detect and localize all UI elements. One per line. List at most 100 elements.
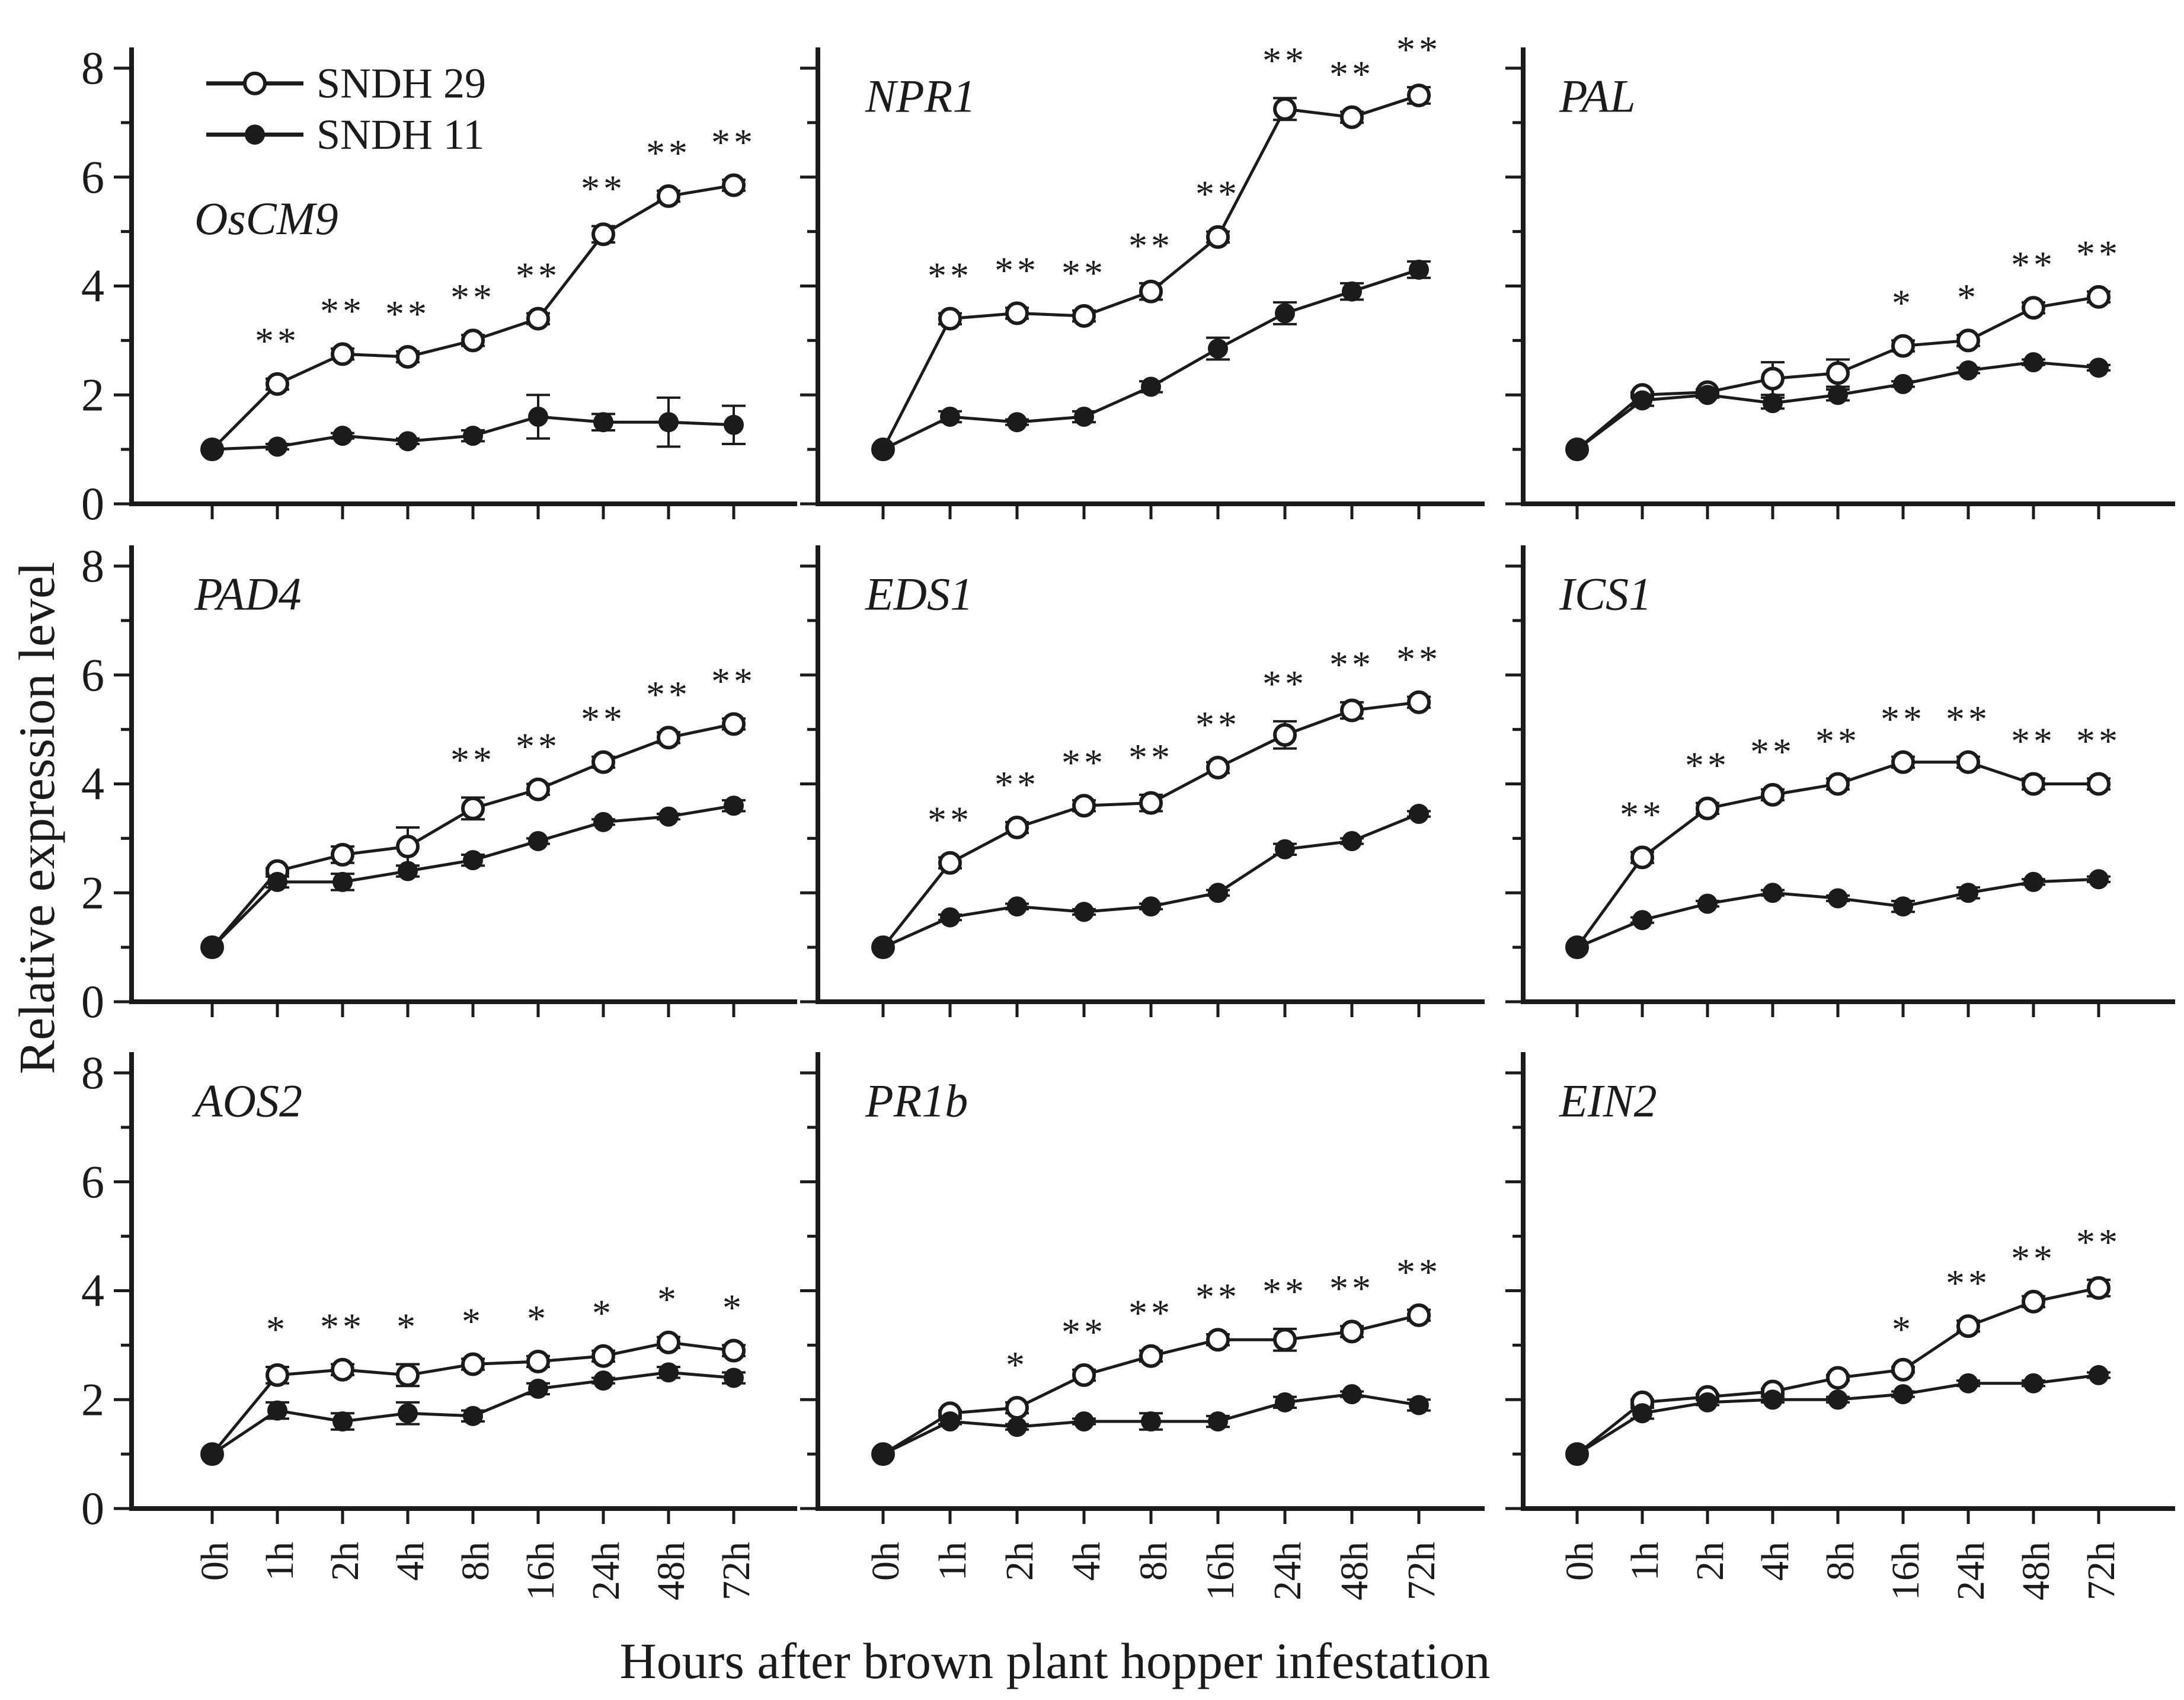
x-tick-label: 24h [584,1542,628,1600]
x-tick-label: 2h [324,1542,367,1581]
open-circle-marker [526,777,550,801]
significance-marker: ** [1262,1270,1307,1312]
legend-label: SNDH 29 [316,60,486,107]
open-circle-marker [1273,1328,1297,1352]
significance-marker: ** [516,254,561,296]
filled-circle-marker [593,412,613,433]
filled-circle-marker [2089,869,2109,890]
filled-circle-marker [1697,385,1718,405]
filled-circle-marker [1893,1384,1913,1405]
open-circle-marker [1005,301,1029,325]
x-tick-label: 0h [864,1542,907,1581]
filled-circle-marker [1007,1417,1027,1437]
x-tick-label: 48h [650,1542,693,1600]
y-tick-label: 4 [81,1265,104,1316]
filled-circle-marker [940,907,960,928]
significance-marker: ** [1750,731,1795,773]
significance-marker: ** [646,673,691,715]
x-tick-label: 16h [519,1542,562,1600]
x-tick-label: 24h [1266,1542,1309,1600]
significance-marker: ** [711,121,756,163]
filled-circle-marker [1567,1444,1587,1465]
significance-marker: ** [1128,225,1173,267]
filled-circle-marker [1697,893,1718,914]
x-tick-label: 16h [1199,1542,1242,1600]
open-circle-marker [722,712,746,736]
open-circle-marker [396,835,420,859]
panel-title: AOS2 [191,1075,302,1127]
x-tick-label: 4h [389,1542,432,1581]
significance-marker: ** [2076,233,2121,275]
open-circle-marker [1956,328,1980,353]
open-circle-marker [1826,772,1850,796]
significance-marker: ** [320,290,365,332]
filled-circle-marker [1958,360,1978,381]
open-circle-marker [722,1338,746,1363]
significance-marker: ** [1946,1262,1991,1304]
filled-circle-marker [1828,888,1848,909]
significance-marker: ** [1946,698,1991,740]
open-circle-marker [2022,296,2045,320]
open-circle-marker [1005,816,1029,839]
open-circle-marker [1891,750,1915,774]
x-tick-label: 24h [1949,1542,1993,1600]
y-tick-label: 6 [81,1156,104,1207]
y-tick-label: 2 [81,867,104,918]
significance-marker: ** [1061,252,1107,294]
filled-circle-marker [202,937,222,958]
filled-circle-marker [2023,352,2044,373]
significance-marker: ** [1620,793,1665,835]
significance-marker: ** [581,167,626,209]
open-circle-marker [1956,1314,1980,1338]
significance-marker: ** [581,698,626,740]
open-circle-marker [1407,690,1431,714]
significance-marker: ** [1329,644,1374,686]
filled-circle-marker [398,1403,418,1424]
filled-circle-marker [873,439,893,460]
filled-circle-marker [528,830,548,851]
panel-EDS1: EDS1 ** ** ** ** ** ** ** ** [800,545,1485,1017]
filled-circle-marker [1342,281,1362,302]
filled-circle-marker [724,795,744,816]
significance-marker: ** [2011,720,2056,762]
y-tick-label: 8 [81,540,104,592]
filled-circle-marker [463,850,483,871]
open-circle-marker [657,1330,680,1354]
filled-circle-marker [724,414,744,435]
filled-circle-marker [1958,1373,1978,1394]
panel-title: ICS1 [1559,568,1652,620]
y-tick-label: 0 [81,1482,104,1534]
open-circle-marker [461,796,485,820]
filled-circle-marker [1409,804,1429,825]
filled-circle-marker [1409,1395,1429,1415]
filled-circle-marker [202,439,222,460]
filled-circle-marker [593,811,613,832]
open-circle-marker [331,842,354,867]
y-tick-label: 2 [81,1373,104,1425]
legend-label: SNDH 11 [316,111,484,158]
y-tick-label: 6 [81,649,104,701]
open-circle-marker [1206,225,1230,249]
x-tick-label: 1h [258,1542,302,1581]
x-axis-title: Hours after brown plant hopper infestati… [619,1632,1491,1689]
significance-marker: ** [1396,638,1441,680]
filled-circle-marker [1007,896,1027,917]
filled-circle-marker [724,1367,744,1388]
open-circle-marker [1206,1328,1230,1352]
y-tick-label: 4 [81,758,104,810]
open-circle-marker [591,1344,615,1368]
open-circle-marker [266,1363,289,1387]
significance-marker: ** [2076,720,2121,762]
significance-marker: ** [1195,1276,1240,1318]
open-circle-marker [1407,1303,1431,1327]
open-circle-marker [526,1349,550,1373]
y-axis-title: Relative expression level [8,561,65,1075]
significance-marker: ** [2011,1238,2056,1280]
significance-marker: * [527,1298,549,1340]
significance-marker: * [592,1292,615,1334]
filled-circle-marker [1567,937,1587,958]
